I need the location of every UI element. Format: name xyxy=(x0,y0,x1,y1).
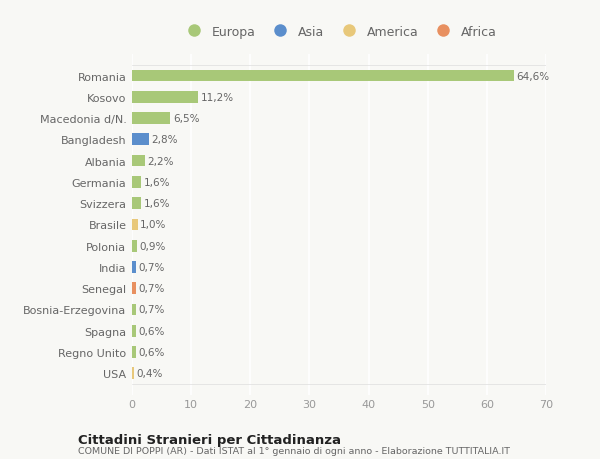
Bar xyxy=(132,71,514,82)
Bar xyxy=(132,177,142,188)
Text: COMUNE DI POPPI (AR) - Dati ISTAT al 1° gennaio di ogni anno - Elaborazione TUTT: COMUNE DI POPPI (AR) - Dati ISTAT al 1° … xyxy=(78,446,510,455)
Text: Cittadini Stranieri per Cittadinanza: Cittadini Stranieri per Cittadinanza xyxy=(78,433,341,446)
Bar xyxy=(132,283,136,294)
Text: 1,0%: 1,0% xyxy=(140,220,167,230)
Bar xyxy=(132,134,149,146)
Text: 11,2%: 11,2% xyxy=(200,93,234,102)
Bar xyxy=(132,156,145,167)
Bar xyxy=(132,304,136,316)
Bar xyxy=(132,219,138,231)
Bar xyxy=(132,113,170,125)
Text: 1,6%: 1,6% xyxy=(144,178,170,187)
Text: 0,4%: 0,4% xyxy=(137,369,163,379)
Text: 0,7%: 0,7% xyxy=(139,263,165,272)
Bar xyxy=(132,368,134,379)
Bar xyxy=(132,92,198,103)
Text: 0,6%: 0,6% xyxy=(138,347,164,357)
Text: 0,6%: 0,6% xyxy=(138,326,164,336)
Bar xyxy=(132,325,136,337)
Bar xyxy=(132,241,137,252)
Bar xyxy=(132,347,136,358)
Bar xyxy=(132,198,142,209)
Legend: Europa, Asia, America, Africa: Europa, Asia, America, Africa xyxy=(176,21,502,44)
Text: 64,6%: 64,6% xyxy=(517,71,550,81)
Text: 0,7%: 0,7% xyxy=(139,305,165,315)
Text: 2,8%: 2,8% xyxy=(151,135,178,145)
Text: 0,7%: 0,7% xyxy=(139,284,165,294)
Text: 6,5%: 6,5% xyxy=(173,114,199,124)
Text: 0,9%: 0,9% xyxy=(140,241,166,251)
Text: 1,6%: 1,6% xyxy=(144,199,170,209)
Bar xyxy=(132,262,136,273)
Text: 2,2%: 2,2% xyxy=(148,156,174,166)
